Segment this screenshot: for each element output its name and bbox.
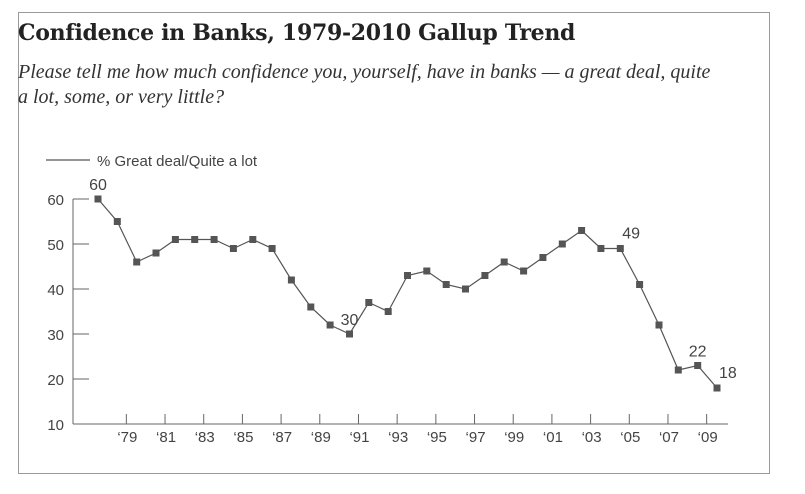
x-tick-label: ‘07 (659, 429, 679, 446)
data-point-marker (462, 285, 469, 293)
x-tick-label: ‘79 (117, 429, 137, 446)
data-point-marker (404, 272, 411, 279)
data-point-marker (674, 366, 682, 374)
x-tick-label: ‘85 (233, 429, 253, 446)
data-point-marker (268, 245, 276, 252)
data-point-marker (229, 245, 237, 252)
x-tick-label: ‘03 (582, 429, 602, 446)
x-tick-label: ‘87 (272, 429, 292, 446)
x-tick-label: ‘99 (504, 429, 524, 446)
y-tick-label: 30 (47, 327, 64, 344)
data-point-marker (558, 240, 566, 248)
data-point-marker (539, 254, 547, 261)
legend: % Great deal/Quite a lot (46, 153, 258, 170)
data-point-marker (171, 236, 179, 243)
data-point-marker (287, 276, 295, 284)
y-tick-label: 60 (47, 192, 64, 209)
data-point-marker (346, 330, 353, 338)
x-tick-label: ‘91 (349, 429, 369, 446)
data-point-marker (481, 272, 489, 279)
chart-title: Confidence in Banks, 1979-2010 Gallup Tr… (18, 20, 576, 46)
data-point-marker (191, 236, 199, 243)
data-label: 49 (622, 226, 640, 243)
x-tick-label: ‘81 (156, 429, 176, 446)
data-point-marker (365, 299, 373, 306)
x-tick-label: ‘89 (311, 429, 331, 446)
data-label: 30 (341, 312, 359, 329)
x-tick-label: ‘05 (620, 429, 640, 446)
x-tick-label: ‘95 (427, 429, 447, 446)
data-point-marker (113, 218, 121, 225)
data-label: 60 (89, 177, 107, 194)
data-point-marker (636, 281, 644, 288)
data-point-marker (249, 236, 257, 243)
x-tick-label: ‘09 (698, 429, 718, 446)
annotations-group: 60 30 49 22 18 (89, 177, 737, 382)
data-point-marker (423, 267, 431, 275)
x-tick-label: ‘01 (543, 429, 563, 446)
legend-label: % Great deal/Quite a lot (97, 153, 258, 170)
data-point-marker (694, 362, 702, 369)
x-tick-label: ‘97 (466, 429, 486, 446)
data-point-marker (442, 281, 450, 288)
data-point-marker (616, 245, 624, 252)
data-point-marker (597, 245, 605, 252)
y-tick-label: 20 (47, 372, 64, 389)
data-point-marker (500, 258, 508, 266)
x-tick-label: ‘93 (388, 429, 408, 446)
data-point-marker (520, 267, 528, 275)
data-label: 18 (719, 365, 737, 382)
data-point-marker (578, 227, 586, 234)
data-point-marker (326, 321, 334, 329)
axes: 60 50 40 30 20 10 ‘79 ‘81 ‘83 ‘85 ‘87 ‘89 ‘91 ‘93 ‘95 ‘… (47, 192, 728, 446)
data-point-marker (94, 195, 102, 203)
data-point-marker (713, 384, 721, 392)
series-group (94, 195, 721, 392)
data-point-marker (655, 321, 663, 329)
y-tick-label: 40 (47, 282, 64, 299)
data-point-marker (384, 308, 392, 315)
data-point-marker (210, 236, 218, 243)
y-tick-label: 50 (47, 237, 64, 254)
chart-frame (18, 12, 770, 474)
x-tick-label: ‘83 (195, 429, 215, 446)
chart-subtitle: Please tell me how much confidence you, … (18, 61, 711, 108)
data-point-marker (152, 249, 160, 257)
data-point-marker (133, 258, 141, 266)
data-point-marker (307, 303, 315, 311)
y-tick-label: 10 (47, 417, 64, 434)
data-label: 22 (689, 344, 707, 361)
